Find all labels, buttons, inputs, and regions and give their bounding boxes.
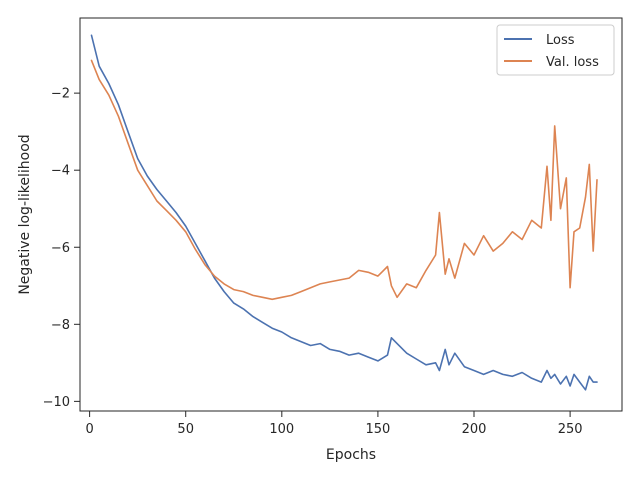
x-tick-label: 50 xyxy=(177,422,194,437)
x-tick-label: 0 xyxy=(85,422,93,437)
y-tick-label: −4 xyxy=(51,164,70,179)
x-tick-label: 100 xyxy=(269,422,294,437)
legend-frame xyxy=(496,24,615,76)
series-line-loss xyxy=(90,34,598,391)
series-layer xyxy=(90,34,598,391)
x-axis-ticks: 0 50 100 150 200 250 xyxy=(85,411,583,437)
plot-frame xyxy=(79,17,623,412)
series-line-val-loss xyxy=(90,59,598,301)
x-axis-label: Epochs xyxy=(326,447,376,463)
y-tick-label: −6 xyxy=(51,241,70,256)
y-tick-label: −2 xyxy=(51,87,70,102)
y-axis-ticks: −10 −8 −6 −4 −2 xyxy=(43,87,80,410)
x-tick-label: 150 xyxy=(365,422,390,437)
legend-label-val-loss: Val. loss xyxy=(546,55,599,70)
y-tick-label: −8 xyxy=(51,318,70,333)
x-tick-label: 250 xyxy=(558,422,583,437)
y-tick-label: −10 xyxy=(43,395,70,410)
legend-label-loss: Loss xyxy=(546,33,575,48)
legend: Loss Val. loss xyxy=(496,24,615,76)
x-tick-label: 200 xyxy=(462,422,487,437)
y-axis-label: Negative log-likelihood xyxy=(17,134,33,294)
